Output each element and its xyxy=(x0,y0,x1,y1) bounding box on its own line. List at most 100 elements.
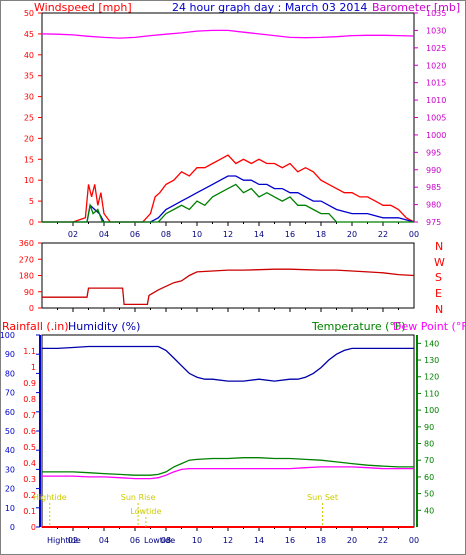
humidity-y-tick-label: 0 xyxy=(10,523,15,532)
wind-direction-panel: 0 90 180 270 360 xyxy=(19,239,415,313)
humidity-y-tick-label: 40 xyxy=(5,446,15,455)
rain-humidity-temperature-plot-frame xyxy=(41,334,415,528)
windspeed-y-tick-label: 10 xyxy=(24,176,34,185)
barometer-y-tick-label: 1030 xyxy=(426,26,446,35)
rain-humidity-temperature-panel: 010203040506070809010000.10.20.30.40.50.… xyxy=(0,331,439,545)
humidity-axis-label: Humidity (%) xyxy=(68,320,140,333)
wind-pressure-x-tick-label: 00 xyxy=(409,230,419,239)
compass-label-w: W xyxy=(434,256,445,269)
temperature-y-tick-label: 90 xyxy=(424,423,434,432)
windspeed-y-tick-label: 40 xyxy=(24,51,34,60)
rain-humidity-temperature-x-tick-label: 12 xyxy=(223,536,233,545)
barometer-y-tick-label: 1000 xyxy=(426,131,446,140)
windspeed-y-tick-label: 20 xyxy=(24,134,34,143)
average-line xyxy=(42,175,415,223)
barometer-y-tick-label: 1005 xyxy=(426,114,446,123)
barometer-y-tick-label: 975 xyxy=(426,218,441,227)
windspeed-y-tick-label: 30 xyxy=(24,93,34,102)
rainfall-y-tick-label: 1 xyxy=(31,363,36,372)
barometer-y-tick-label: 1010 xyxy=(426,96,446,105)
rainfall-y-tick-label: 1.1 xyxy=(23,347,36,356)
rainfall-y-tick-label: 0.1 xyxy=(23,507,36,516)
temperature-y-tick-label: 100 xyxy=(424,406,439,415)
compass-label-n-bottom: N xyxy=(435,303,443,316)
rain-humidity-temperature-x-tick-label: 00 xyxy=(409,536,419,545)
windspeed-y-tick-label: 5 xyxy=(29,197,34,206)
wind-direction-plot-frame xyxy=(41,242,415,309)
rainfall-y-tick-label: 0.4 xyxy=(23,459,36,468)
barometer-y-tick-label: 980 xyxy=(426,201,441,210)
compass-label-e: E xyxy=(435,287,442,300)
windspeed-y-tick-label: 50 xyxy=(24,9,34,18)
rainfall-y-tick-label: 0 xyxy=(31,523,36,532)
humidity-y-tick-label: 10 xyxy=(5,504,15,513)
rainfall-y-tick-label: 0.9 xyxy=(23,379,36,388)
wind-pressure-panel: 0510152025303540455097598098599099510001… xyxy=(24,9,447,239)
wind-pressure-x-tick-label: 04 xyxy=(99,230,109,239)
rain-humidity-temperature-x-tick-label: 20 xyxy=(347,536,357,545)
barometer-y-tick-label: 1015 xyxy=(426,79,446,88)
humidity-y-tick-label: 30 xyxy=(5,465,15,474)
humidity-y-tick-label: 100 xyxy=(0,331,15,340)
wind-pressure-plot-frame xyxy=(41,12,415,223)
windspeed-y-tick-label: 15 xyxy=(24,155,34,164)
rainfall-y-tick-label: 0.7 xyxy=(23,411,36,420)
rain-humidity-temperature-x-tick-label: 06 xyxy=(130,536,140,545)
annotation-label: Hightide xyxy=(33,493,67,502)
wind-pressure-x-tick-label: 06 xyxy=(130,230,140,239)
direction-y-tick-label: 360 xyxy=(19,239,34,248)
annotation-label: Sun Set xyxy=(307,493,338,502)
rainfall-axis-label: Rainfall (.in) xyxy=(2,320,69,333)
speed-line xyxy=(42,183,414,223)
direction-y-tick-label: 90 xyxy=(24,288,34,297)
direction-y-tick-label: 180 xyxy=(19,272,34,281)
temperature-axis-label: Temperature (°F) xyxy=(311,320,406,333)
temperature-y-tick-label: 130 xyxy=(424,356,439,365)
temperature-y-tick-label: 80 xyxy=(424,440,434,449)
bottom-lowtide-label: Lowtide xyxy=(144,536,175,545)
wind-pressure-x-tick-label: 20 xyxy=(347,230,357,239)
humidity-y-tick-label: 20 xyxy=(5,485,15,494)
direction-y-tick-label: 0 xyxy=(29,304,34,313)
windspeed-y-tick-label: 35 xyxy=(24,72,34,81)
direction-y-tick-label: 270 xyxy=(19,255,34,264)
annotation-label: Lowtide xyxy=(130,507,161,516)
windspeed-axis-label: Windspeed [mph] xyxy=(34,1,132,14)
rain-humidity-temperature-x-tick-label: 14 xyxy=(254,536,264,545)
temperature-y-tick-label: 60 xyxy=(424,473,434,482)
wind-pressure-x-tick-label: 18 xyxy=(316,230,326,239)
rainfall-y-tick-label: 0.3 xyxy=(23,475,36,484)
humidity-y-tick-label: 50 xyxy=(5,427,15,436)
rain-humidity-temperature-x-tick-label: 08 xyxy=(161,536,171,545)
humidity-y-tick-label: 80 xyxy=(5,369,15,378)
rainfall-y-tick-label: 0.5 xyxy=(23,443,36,452)
barometer-y-tick-label: 995 xyxy=(426,148,441,157)
rain-humidity-temperature-x-tick-label: 04 xyxy=(99,536,109,545)
rain-humidity-temperature-x-tick-label: 16 xyxy=(285,536,295,545)
rainfall-y-tick-label: 0.8 xyxy=(23,395,36,404)
direction-line xyxy=(42,268,415,306)
barometer-axis-label: Barometer [mb] xyxy=(372,1,460,14)
humidity-y-tick-label: 90 xyxy=(5,350,15,359)
barometer-line xyxy=(41,29,415,39)
temperature-y-tick-label: 140 xyxy=(424,339,439,348)
temperature-line xyxy=(42,457,414,476)
rainfall-y-tick-label: 0.2 xyxy=(23,491,36,500)
windspeed-y-tick-label: 0 xyxy=(29,218,34,227)
compass-label-s: S xyxy=(435,271,442,284)
barometer-y-tick-label: 990 xyxy=(426,166,441,175)
bottom-hightide-label: Hightide xyxy=(47,536,81,545)
humidity-line xyxy=(42,345,414,382)
barometer-y-tick-label: 985 xyxy=(426,183,441,192)
gust-line xyxy=(42,154,415,223)
wind-pressure-x-tick-label: 22 xyxy=(378,230,388,239)
rain-humidity-temperature-x-tick-label: 10 xyxy=(192,536,202,545)
dew-point-axis-label: Dew Point (°F) xyxy=(393,320,466,333)
temperature-y-tick-label: 50 xyxy=(424,490,434,499)
barometer-y-tick-label: 1025 xyxy=(426,44,446,53)
wind-pressure-x-tick-label: 08 xyxy=(161,230,171,239)
rainfall-y-tick-label: 0.6 xyxy=(23,427,36,436)
wind-pressure-x-tick-label: 02 xyxy=(68,230,78,239)
dew-point-line xyxy=(42,466,414,480)
